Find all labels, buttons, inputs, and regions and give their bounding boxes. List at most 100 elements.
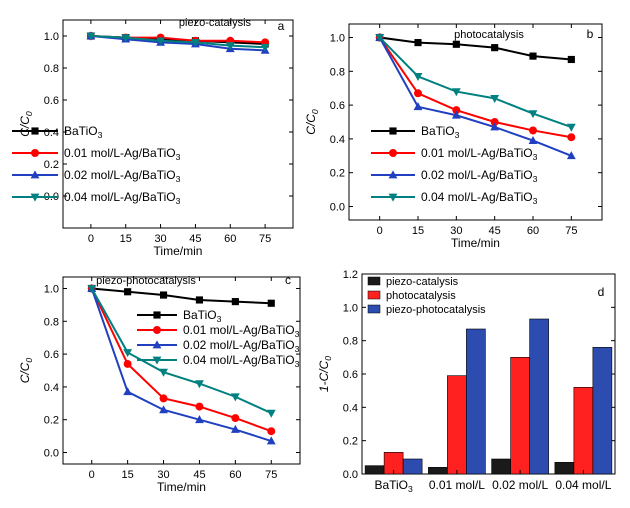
bar xyxy=(554,462,575,475)
panel-d: 0.0 0.2 0.4 0.6 0.8 1.0 1.2 1-C/C0 d BaTiO3 0.01 m… xyxy=(317,269,616,494)
x-tick-label: 30 xyxy=(157,469,169,481)
bar xyxy=(491,458,511,475)
y-axis-label-sub: 0 xyxy=(323,356,333,361)
data-point xyxy=(159,405,168,414)
legend-label: 0.01 mol/L-Ag/BaTiO3 xyxy=(421,146,538,162)
x-axis-label: Time/min xyxy=(154,244,203,258)
data-point xyxy=(528,135,538,144)
x-tick-label: 0 xyxy=(377,225,383,237)
series-line xyxy=(378,36,572,139)
series-1 xyxy=(375,33,576,142)
y-tick-label: 0.6 xyxy=(44,95,59,107)
series-line xyxy=(378,37,572,157)
legend-label-main: 0.01 mol/L-Ag/BaTiO xyxy=(421,146,533,160)
bar xyxy=(466,328,486,475)
x-tick-label: 30 xyxy=(450,225,462,237)
legend-label-main: 0.04 mol/L-Ag/BaTiO xyxy=(421,190,533,204)
x-tick-label: 75 xyxy=(259,233,271,245)
data-point xyxy=(159,291,168,299)
legend-marker xyxy=(152,356,162,365)
x-tick-label: 0 xyxy=(88,233,94,245)
data-point xyxy=(195,296,204,304)
data-point xyxy=(490,122,500,131)
data-point xyxy=(231,414,240,423)
data-point xyxy=(124,288,132,296)
data-point xyxy=(266,436,276,445)
bar xyxy=(364,465,385,475)
y-axis-label-main: C/C xyxy=(18,362,32,383)
data-point xyxy=(159,394,168,403)
legend-marker xyxy=(153,326,161,334)
legend-label-main: BaTiO xyxy=(183,308,217,322)
y-tick-label: 0.6 xyxy=(330,100,345,112)
data-point xyxy=(566,123,576,132)
legend-label-main: 0.02 mol/L-Ag/BaTiO xyxy=(183,338,295,352)
data-point xyxy=(452,106,461,115)
legend-label: BaTiO3 xyxy=(421,124,460,140)
legend-label-sub: 3 xyxy=(176,174,181,184)
x-tick-label: 45 xyxy=(489,225,501,237)
x-tick-label: 0.01 mol/L xyxy=(429,478,485,492)
data-point xyxy=(413,102,423,111)
legend-label: 0.02 mol/L-Ag/BaTiO3 xyxy=(421,168,538,184)
legend-marker xyxy=(389,149,397,157)
bar xyxy=(529,318,549,475)
y-tick-label: 1.0 xyxy=(330,33,345,45)
data-point xyxy=(529,126,537,135)
y-tick-label: 0.2 xyxy=(44,415,59,427)
data-point xyxy=(87,285,97,294)
y-tick-label: 1.0 xyxy=(343,302,358,314)
x-tick-label: 75 xyxy=(265,469,277,481)
x-tick-label: 60 xyxy=(229,469,241,481)
legend-label-sub: 3 xyxy=(533,196,538,206)
y-tick-label: 0.4 xyxy=(44,127,59,139)
y-tick-label: 1.2 xyxy=(343,269,358,281)
data-point xyxy=(86,32,96,41)
legend-marker xyxy=(388,193,398,202)
panel-letter: d xyxy=(598,285,605,299)
legend-label-main: 0.02 mol/L-Ag/BaTiO xyxy=(64,168,176,182)
data-point xyxy=(191,39,200,48)
plot-frame xyxy=(62,19,294,229)
panel-title: piezo-photocatalysis xyxy=(96,275,196,287)
y-axis-label-main: C/C xyxy=(18,116,32,137)
series-3 xyxy=(86,32,270,52)
data-point xyxy=(413,73,423,81)
legend-label: piezo-photocatalysis xyxy=(386,304,486,316)
data-point xyxy=(123,387,133,396)
data-point xyxy=(375,34,385,43)
y-tick-label: 0.4 xyxy=(44,382,59,394)
y-tick-label: 0.2 xyxy=(44,159,59,171)
data-point xyxy=(451,110,461,119)
series-0 xyxy=(88,284,275,307)
x-axis-label: Time/min xyxy=(451,236,500,250)
x-tick-label-main: 0.04 mol/L xyxy=(555,478,611,492)
x-tick-label: BaTiO3 xyxy=(374,478,413,494)
x-tick-label-main: 0.02 mol/L xyxy=(492,478,548,492)
y-axis-label-main: C/C xyxy=(304,114,318,135)
legend-label: photocatalysis xyxy=(386,290,456,302)
legend-label-sub: 3 xyxy=(176,196,181,206)
data-point xyxy=(195,415,204,424)
series-line xyxy=(90,288,272,442)
y-tick-label: 0.8 xyxy=(44,63,59,75)
y-tick-label: 1.0 xyxy=(44,283,59,295)
legend-label-sub: 3 xyxy=(533,174,538,184)
data-point xyxy=(452,40,460,48)
legend-marker xyxy=(31,127,39,135)
data-point xyxy=(567,55,575,64)
data-point xyxy=(230,424,240,433)
data-point xyxy=(491,44,499,52)
legend-label: 0.04 mol/L-Ag/BaTiO3 xyxy=(183,353,300,369)
x-tick-label: 60 xyxy=(527,225,539,237)
series-line xyxy=(90,288,272,433)
legend-label-main: BaTiO xyxy=(421,124,455,138)
data-point xyxy=(231,298,239,306)
x-tick-label: 0.02 mol/L xyxy=(492,478,548,492)
legend-label-main: 0.04 mol/L-Ag/BaTiO xyxy=(183,353,295,367)
data-point xyxy=(159,368,168,377)
